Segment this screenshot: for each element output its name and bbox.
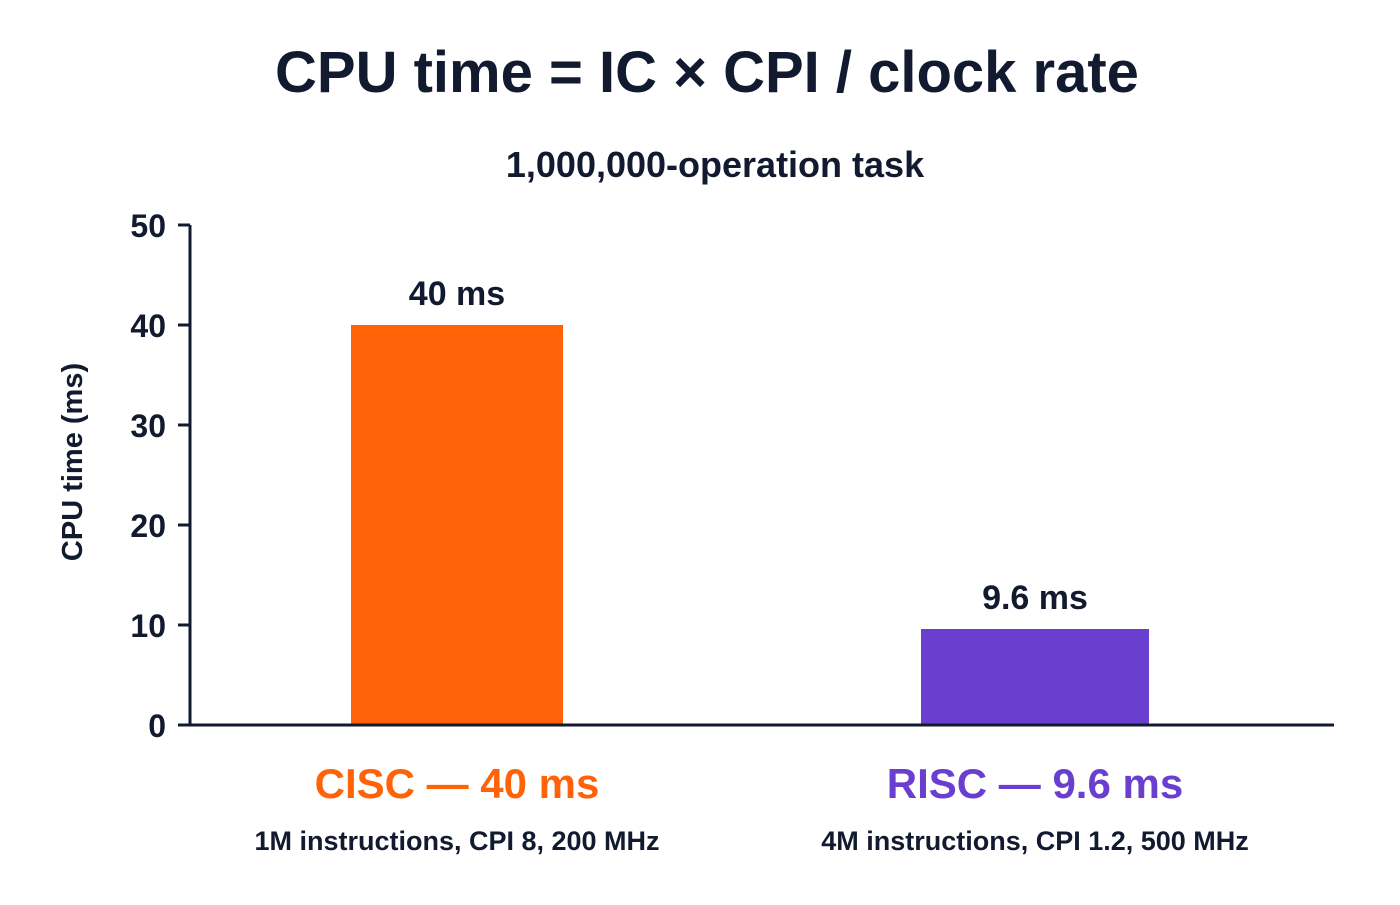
- y-tick-label: 10: [130, 608, 166, 644]
- data-label: 40 ms: [409, 275, 505, 313]
- bar-risc: [921, 629, 1149, 725]
- chart-subtitle: 1,000,000-operation task: [506, 144, 925, 185]
- y-tick-label: 20: [130, 508, 166, 544]
- category-detail: 1M instructions, CPI 8, 200 MHz: [254, 826, 659, 856]
- y-tick-label: 50: [130, 208, 166, 244]
- category-detail: 4M instructions, CPI 1.2, 500 MHz: [821, 826, 1249, 856]
- chart-title: CPU time = IC × CPI / clock rate: [275, 40, 1139, 105]
- y-axis-label: CPU time (ms): [57, 363, 89, 561]
- data-label: 9.6 ms: [982, 579, 1088, 617]
- category-label: CISC — 40 ms: [315, 760, 600, 807]
- plot-area: 40 ms CISC — 40 ms 1M instructions, CPI 8,…: [130, 208, 1334, 856]
- y-tick-label: 30: [130, 408, 166, 444]
- y-tick-label: 40: [130, 308, 166, 344]
- category-label: RISC — 9.6 ms: [887, 760, 1183, 807]
- bar-cisc: [351, 325, 563, 725]
- y-tick-label: 0: [148, 708, 166, 744]
